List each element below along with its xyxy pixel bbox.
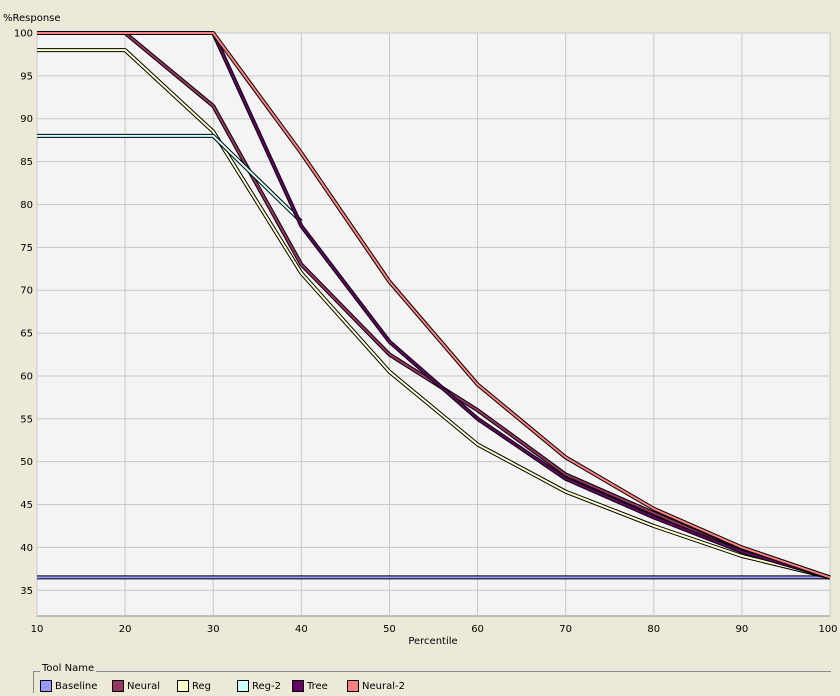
legend-swatch <box>112 680 124 692</box>
y-tick-label: 75 <box>20 243 33 254</box>
axis-ticks: 10 20 30 40 50 60 70 80 90 100 35 40 45 50 55 60 65 70 75 8… <box>14 29 838 636</box>
x-tick-label: 60 <box>471 624 484 635</box>
y-tick-label: 95 <box>20 71 33 82</box>
plot-area <box>36 32 831 617</box>
legend-item-tree: Tree <box>292 679 328 693</box>
x-tick-label: 90 <box>736 624 749 635</box>
legend-swatch <box>292 680 304 692</box>
x-tick-label: 20 <box>119 624 132 635</box>
y-tick-label: 90 <box>20 114 33 125</box>
y-tick-label: 65 <box>20 329 33 340</box>
legend-swatch <box>177 680 189 692</box>
x-axis-title: Percentile <box>408 636 457 647</box>
y-tick-label: 60 <box>20 371 33 382</box>
legend-frame <box>33 671 831 693</box>
x-tick-label: 40 <box>295 624 308 635</box>
legend-title: Tool Name <box>40 663 97 674</box>
x-tick-label: 70 <box>559 624 572 635</box>
y-tick-label: 55 <box>20 414 33 425</box>
y-tick-label: 40 <box>20 543 33 554</box>
y-tick-label: 70 <box>20 286 33 297</box>
x-tick-label: 100 <box>818 624 837 635</box>
x-tick-label: 80 <box>647 624 660 635</box>
legend-item-neural-2: Neural-2 <box>347 679 405 693</box>
x-tick-label: 10 <box>31 624 44 635</box>
x-tick-label: 50 <box>383 624 396 635</box>
series-lines <box>37 31 831 580</box>
y-tick-label: 45 <box>20 500 33 511</box>
legend-item-reg-2: Reg-2 <box>237 679 281 693</box>
legend-label: Baseline <box>55 680 98 692</box>
y-tick-label: 80 <box>20 200 33 211</box>
series-neural-2 <box>37 31 831 580</box>
series-reg <box>37 48 831 580</box>
legend-label: Tree <box>307 680 328 692</box>
series-line <box>212 32 831 579</box>
legend-label: Neural <box>127 680 160 692</box>
series-tree <box>211 32 831 580</box>
legend-item-neural: Neural <box>112 679 160 693</box>
legend-swatch <box>237 680 249 692</box>
legend-item-baseline: Baseline <box>40 679 97 693</box>
x-tick-label: 30 <box>207 624 220 635</box>
y-tick-label: 100 <box>14 29 33 40</box>
legend-swatch <box>40 680 52 692</box>
legend-item-reg: Reg <box>177 679 211 693</box>
series-reg-2 <box>37 133 303 224</box>
series-line <box>37 49 831 579</box>
y-axis-title: %Response <box>3 13 61 24</box>
legend-label: Reg-2 <box>252 680 281 692</box>
grid <box>36 32 831 616</box>
series-line <box>37 134 302 223</box>
legend-swatch <box>347 680 359 692</box>
legend-label: Reg <box>192 680 211 692</box>
y-tick-label: 35 <box>20 586 33 597</box>
y-tick-label: 85 <box>20 157 33 168</box>
legend-label: Neural-2 <box>362 680 405 692</box>
series-line <box>37 32 831 579</box>
y-tick-label: 50 <box>20 457 33 468</box>
